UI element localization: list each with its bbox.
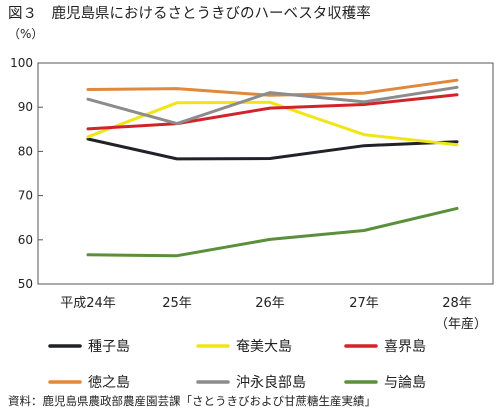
series-line-3 [86, 93, 459, 131]
x-axis: 平成24年 25年 26年 27年 28年 [60, 296, 472, 311]
series-line-6 [86, 206, 459, 258]
y-tick-label: 60 [18, 233, 33, 247]
source-note: 資料：鹿児島県農政部農産園芸課「さとうきびおよび甘蔗糖生産実績」 [8, 394, 376, 408]
y-tick-label: 70 [18, 189, 33, 203]
y-tick-label: 90 [18, 100, 33, 114]
y-tick-label: 50 [18, 277, 33, 291]
x-axis-label: （年産） [435, 316, 487, 332]
y-tick-label: 100 [10, 56, 33, 70]
legend-label: 与論島 [384, 375, 426, 391]
plot-frame [37, 62, 494, 285]
x-tick-label: 27年 [349, 296, 379, 311]
legend-label: 徳之島 [88, 375, 130, 391]
y-axis: 50 60 70 80 90 100 [10, 56, 43, 291]
legend-label: 奄美大島 [236, 339, 292, 355]
x-tick-label: 平成24年 [60, 296, 116, 311]
x-tick-label: 26年 [255, 296, 285, 311]
legend-label: 喜界島 [384, 339, 426, 355]
plot-area: 50 60 70 80 90 100 平成24年 25年 26年 27年 28年 [10, 56, 494, 311]
y-axis-label: （%） [8, 27, 43, 41]
series-lines [86, 78, 459, 258]
legend-label: 種子島 [88, 339, 130, 355]
series-line-5 [86, 85, 459, 126]
y-tick-label: 80 [18, 144, 33, 158]
legend-label: 沖永良部島 [236, 375, 306, 391]
x-tick-label: 25年 [162, 296, 192, 311]
series-line-1 [86, 137, 459, 161]
x-tick-label: 28年 [442, 296, 472, 311]
chart-title: 図３ 鹿児島県におけるさとうきびのハーベスタ収穫率 [8, 5, 371, 22]
series-line-4 [86, 78, 459, 97]
